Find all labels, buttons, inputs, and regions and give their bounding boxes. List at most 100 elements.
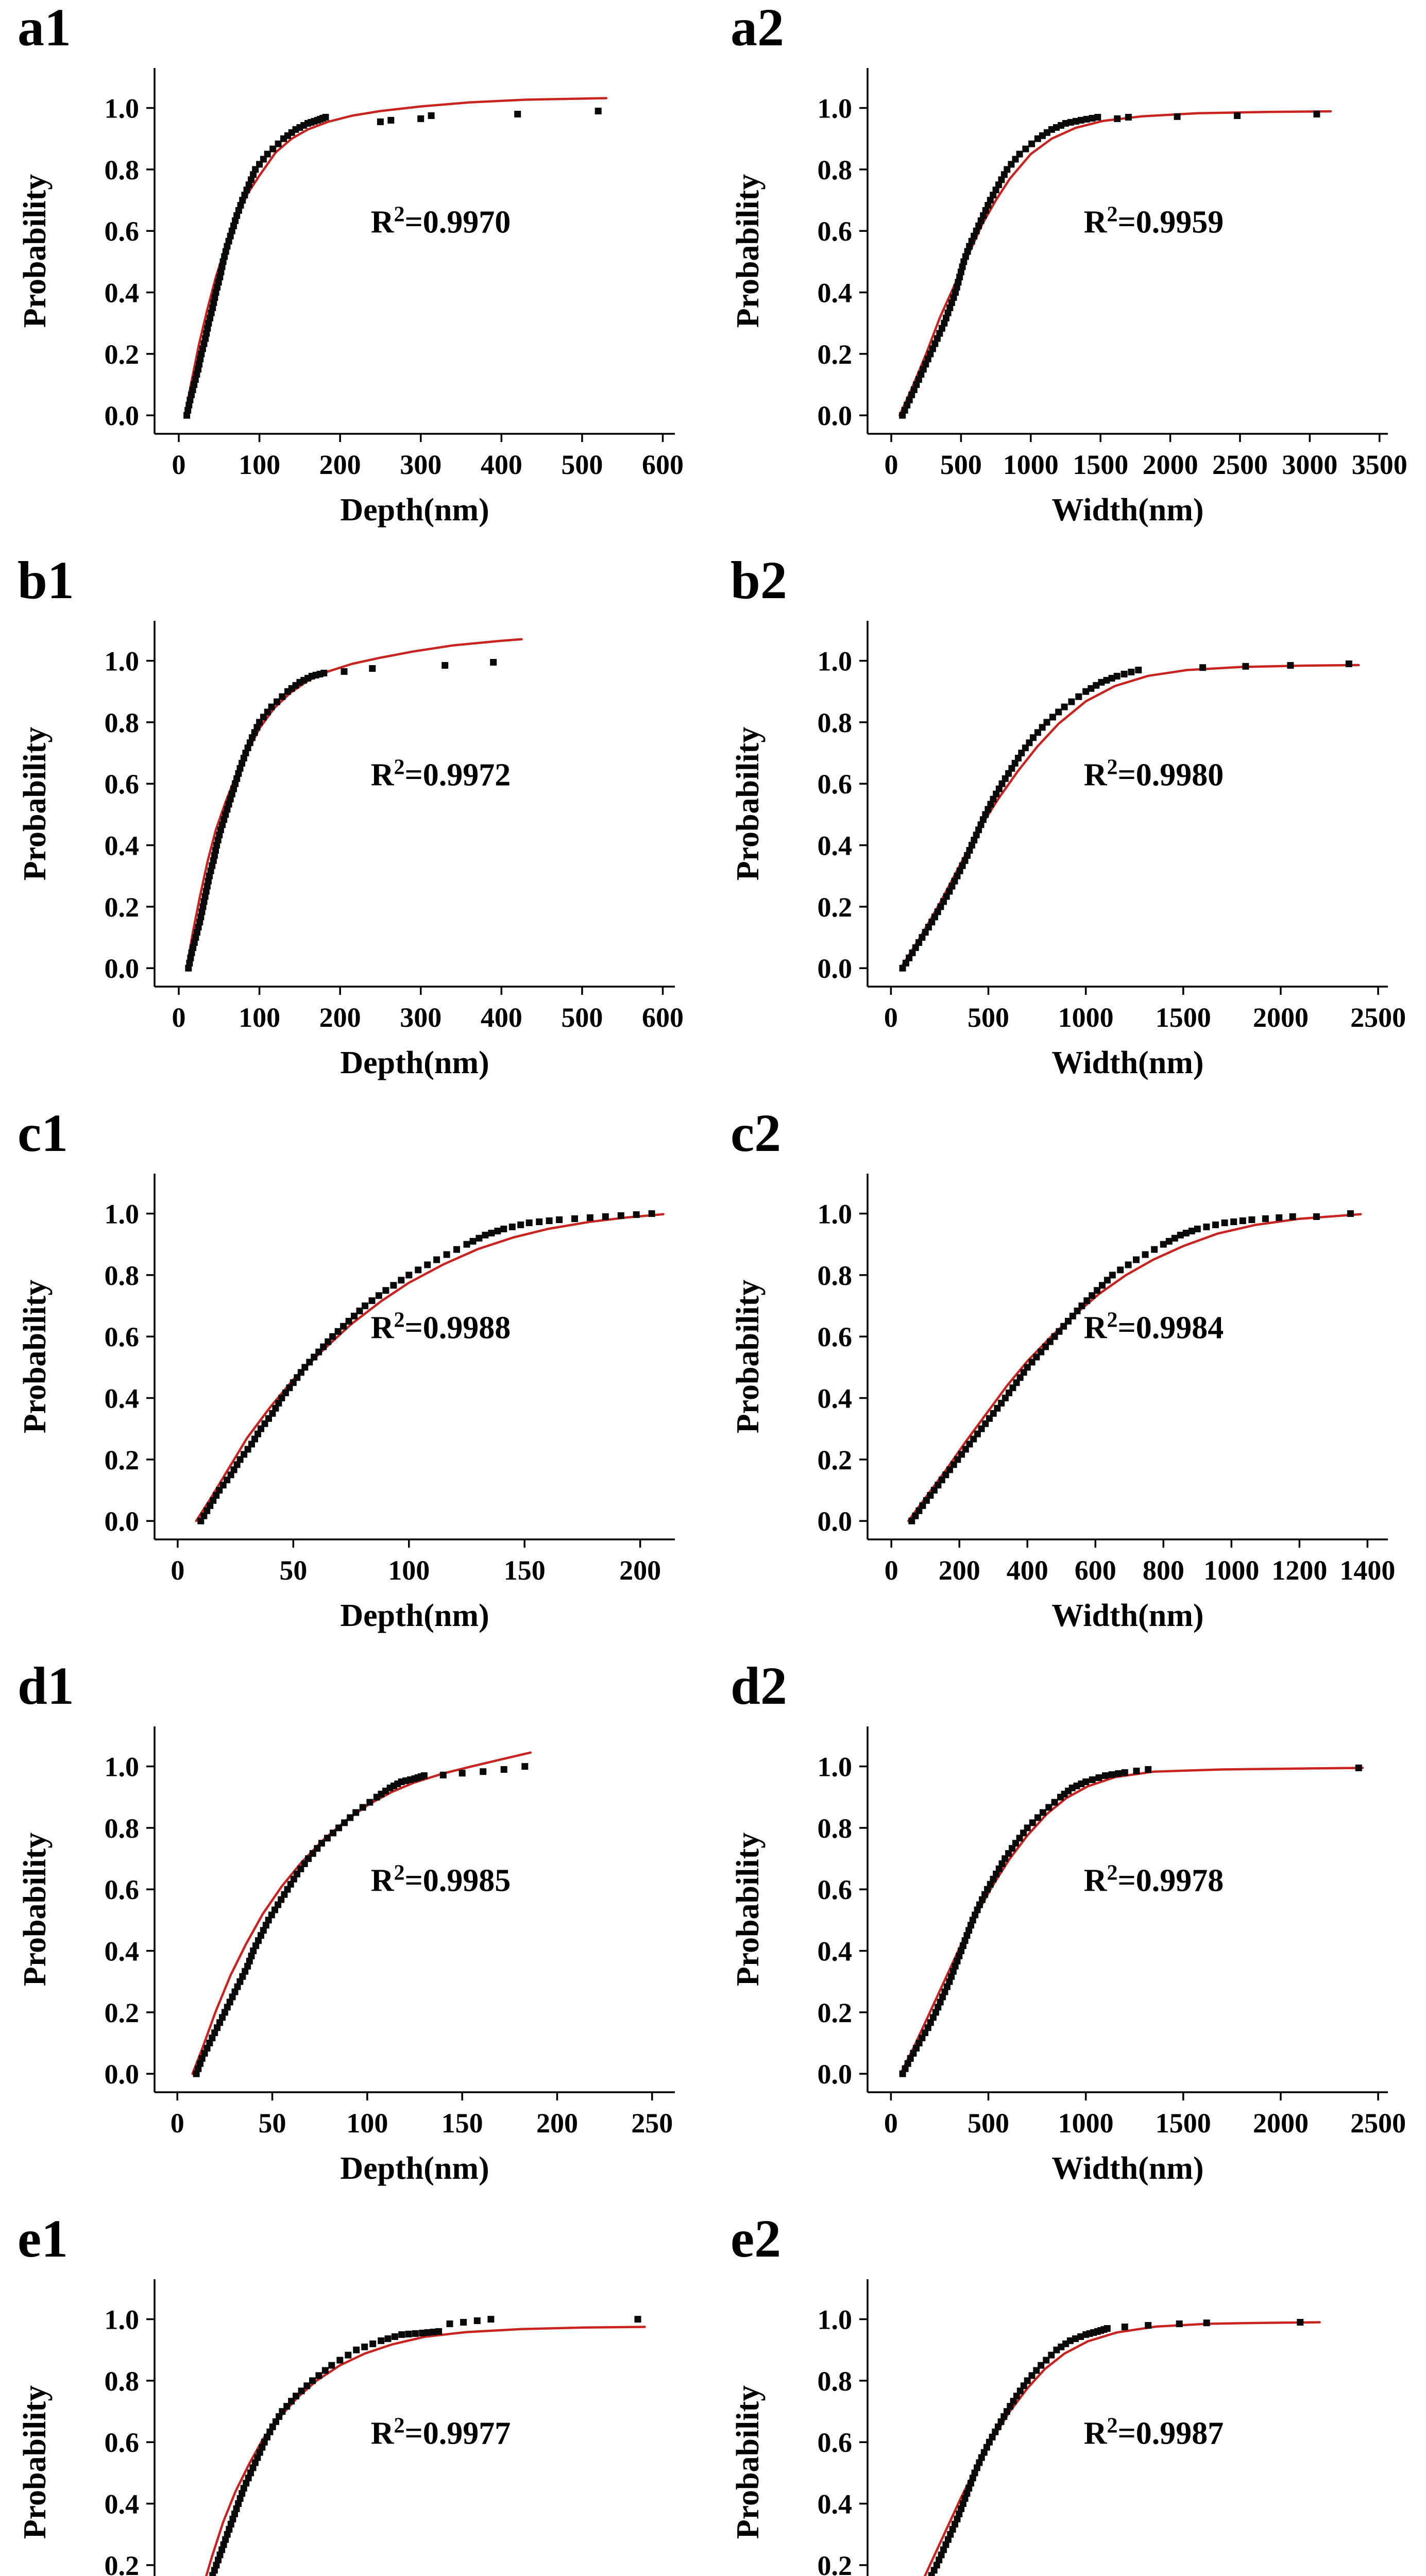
x-tick-label: 400 xyxy=(1007,1555,1048,1586)
y-tick-label: 0.8 xyxy=(818,1813,853,1844)
y-tick-label: 0.0 xyxy=(105,2059,140,2090)
axes-spines xyxy=(867,2279,869,2576)
data-points xyxy=(197,1210,655,1524)
y-tick-label: 0.6 xyxy=(818,1321,853,1352)
y-tick-label: 1.0 xyxy=(105,646,140,677)
data-points xyxy=(899,660,1352,972)
panel-c2: c2 0 200 400 600 800 1000 1200 1400 0.0 0.2 0.4 0.6… xyxy=(713,1106,1426,1658)
y-tick-label: 1.0 xyxy=(105,2304,140,2335)
y-tick-label: 0.6 xyxy=(818,2427,853,2458)
y-axis: 0.00.20.40.60.81.0 xyxy=(818,1199,868,1537)
axes-spines xyxy=(154,2279,156,2576)
y-tick-label: 0.2 xyxy=(818,339,853,370)
x-tick-label: 2500 xyxy=(1350,2108,1406,2139)
x-tick-label: 3000 xyxy=(1282,449,1337,480)
x-tick-label: 0 xyxy=(171,2108,184,2139)
x-tick-label: 2000 xyxy=(1143,449,1198,480)
x-tick-label: 2000 xyxy=(1253,2108,1309,2139)
y-tick-label: 0.2 xyxy=(818,1445,853,1476)
y-axis: 0.00.20.40.60.81.0 xyxy=(818,93,868,431)
y-tick-label: 0.0 xyxy=(105,953,140,984)
x-tick-label: 500 xyxy=(940,449,982,480)
x-tick-label: 200 xyxy=(319,449,361,480)
fit-line xyxy=(898,110,1332,417)
panel-label-d1: d1 xyxy=(18,1658,74,1716)
y-tick-label: 0.8 xyxy=(105,707,140,738)
x-tick-label: 200 xyxy=(619,1555,661,1586)
x-tick-label: 400 xyxy=(481,1002,522,1033)
data-points xyxy=(908,1210,1354,1524)
x-tick-label: 250 xyxy=(631,2108,673,2139)
r-squared-annotation: R2=0.9978 xyxy=(1084,1861,1224,1899)
y-tick-label: 0.2 xyxy=(105,1997,140,2028)
x-tick-label: 1000 xyxy=(1003,449,1059,480)
x-tick-label: 100 xyxy=(239,1002,280,1033)
y-axis: 0.00.20.40.60.81.0 xyxy=(105,2304,155,2576)
y-tick-label: 0.2 xyxy=(818,2550,853,2576)
y-tick-label: 0.6 xyxy=(105,1874,140,1905)
x-tick-label: 500 xyxy=(561,449,603,480)
chart-svg-d1: 0 50 100 150 200 250 0.0 0.2 0.4 0.6 0.8 1.0 Depth(n… xyxy=(18,1726,675,2186)
y-axis: 0.00.20.40.60.81.0 xyxy=(105,93,155,431)
y-tick-label: 0.4 xyxy=(818,1383,853,1414)
panel-label-c1: c1 xyxy=(18,1106,69,1163)
x-tick-label: 0 xyxy=(884,2108,898,2139)
x-tick-label: 1400 xyxy=(1339,1555,1395,1586)
fit-line xyxy=(185,638,523,970)
y-tick-label: 0.6 xyxy=(105,769,140,800)
data-points xyxy=(209,2316,641,2576)
y-axis-title: Probability xyxy=(731,727,766,881)
x-axis-title: Depth(nm) xyxy=(340,2151,489,2186)
y-axis-title: Probability xyxy=(18,1833,53,1987)
y-axis: 0.00.20.40.60.81.0 xyxy=(105,1199,155,1537)
y-tick-label: 1.0 xyxy=(818,646,853,677)
panel-a2: a2 0 500 1000 1500 2000 2500 3000 3500 0.0 0.2 0.4… xyxy=(713,0,1426,553)
x-tick-label: 1500 xyxy=(1156,1002,1211,1033)
x-tick-label: 500 xyxy=(561,1002,603,1033)
y-tick-label: 0.8 xyxy=(105,155,140,185)
y-tick-label: 0.0 xyxy=(818,2059,853,2090)
x-tick-label: 0 xyxy=(171,1555,184,1586)
y-axis-title: Probability xyxy=(731,174,766,328)
chart-svg-b2: 0 500 1000 1500 2000 2500 0.0 0.2 0.4 0.6 0.8 1.0 Wi… xyxy=(731,621,1406,1080)
y-tick-label: 0.8 xyxy=(818,1260,853,1291)
x-tick-label: 150 xyxy=(504,1555,546,1586)
y-axis-title: Probability xyxy=(731,1280,766,1434)
x-axis: 0 50 100 150 200 250 xyxy=(171,2092,673,2139)
y-tick-label: 0.8 xyxy=(818,707,853,738)
y-axis-title: Probability xyxy=(18,1280,53,1434)
r-squared-annotation: R2=0.9987 xyxy=(1084,2414,1224,2451)
x-tick-label: 1200 xyxy=(1271,1555,1327,1586)
x-tick-label: 100 xyxy=(239,449,280,480)
x-tick-label: 600 xyxy=(642,449,684,480)
y-axis: 0.00.20.40.60.81.0 xyxy=(818,646,868,984)
fit-line xyxy=(195,1213,665,1522)
panel-b2: b2 0 500 1000 1500 2000 2500 0.0 0.2 0.4 0.6 0.8 1.… xyxy=(713,553,1426,1106)
axes-spines xyxy=(867,1174,1388,1540)
y-axis: 0.00.20.40.60.81.0 xyxy=(105,646,155,984)
panel-e1: e1 0501001502002503003500.00.20.40.60.81… xyxy=(0,2211,713,2576)
y-axis: 0.00.20.40.60.81.0 xyxy=(105,1752,155,2090)
chart-e2: 050010001500200025000.00.20.40.60.81.0Wi… xyxy=(713,2264,1426,2576)
panel-b1: b1 0 100 200 300 400 500 600 0.0 0.2 0.4 0.6 0.8 1.0… xyxy=(0,553,713,1106)
chart-a2: 0 500 1000 1500 2000 2500 3000 3500 0.0 0.2 0.4 0.6… xyxy=(713,53,1426,547)
x-tick-label: 600 xyxy=(642,1002,684,1033)
x-tick-label: 200 xyxy=(536,2108,578,2139)
x-tick-label: 0 xyxy=(885,449,898,480)
chart-a1: 0 100 200 300 400 500 600 0.0 0.2 0.4 0.6 0.8 1.0 Dep… xyxy=(0,53,713,547)
x-axis: 0 500 1000 1500 2000 2500 3000 3500 xyxy=(885,434,1407,480)
y-tick-label: 0.2 xyxy=(105,339,140,370)
y-tick-label: 0.8 xyxy=(105,2366,140,2397)
chart-b2: 0 500 1000 1500 2000 2500 0.0 0.2 0.4 0.6 0.8 1.0 Wi… xyxy=(713,605,1426,1100)
x-axis-title: Width(nm) xyxy=(1051,2151,1203,2186)
panel-label-b1: b1 xyxy=(18,553,74,610)
panel-label-a2: a2 xyxy=(731,0,784,57)
y-tick-label: 1.0 xyxy=(105,1199,140,1230)
y-tick-label: 1.0 xyxy=(818,1199,853,1230)
x-tick-label: 2000 xyxy=(1253,1002,1309,1033)
y-tick-label: 0.4 xyxy=(818,278,853,309)
chart-d2: 0 500 1000 1500 2000 2500 0.0 0.2 0.4 0.6 0.8 1.0 Wi… xyxy=(713,1711,1426,2206)
panel-c1: c1 0 50 100 150 200 0.0 0.2 0.4 0.6 0.8 1.0 Depth(n… xyxy=(0,1106,713,1658)
y-tick-label: 0.2 xyxy=(105,892,140,923)
data-points xyxy=(928,2319,1304,2576)
